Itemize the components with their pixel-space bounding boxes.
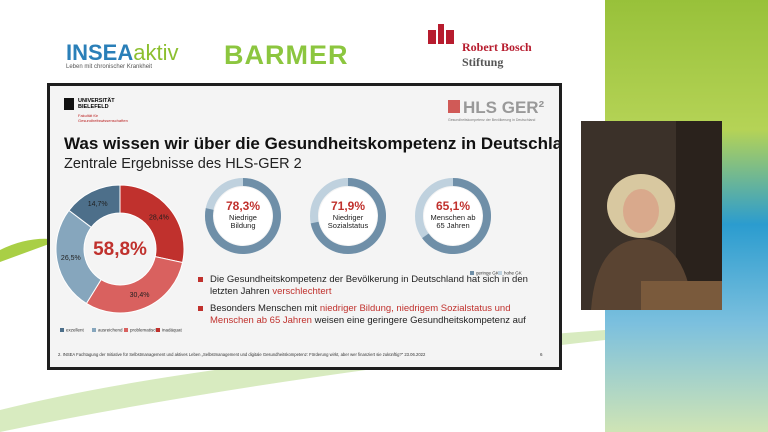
donut-segment bbox=[68, 184, 121, 228]
legend-label: geringe GK bbox=[476, 271, 499, 276]
insea-logo: INSEAaktiv bbox=[66, 40, 179, 66]
slide-title: Was wissen wir über die Gesundheitskompe… bbox=[64, 134, 562, 153]
hls-logo-text: HLS GER² bbox=[463, 98, 545, 117]
ring-label: Niedrige Bildung bbox=[229, 214, 257, 230]
ring-center bbox=[319, 187, 377, 245]
bullet: Besonders Menschen mit niedriger Bildung… bbox=[198, 303, 553, 327]
uni-icon bbox=[64, 98, 74, 110]
donut-value-label: 28,4% bbox=[149, 214, 169, 221]
insea-name: INSEA bbox=[66, 40, 134, 65]
donut-value-label: 30,4% bbox=[130, 292, 150, 299]
ring-label-box: Niedriger Sozialstatus bbox=[327, 214, 369, 230]
charts: 28,4% 30,4% 26,5% 14,7% 58,8% exzellent ausrei… bbox=[55, 178, 522, 333]
slide-subtitle: Zentrale Ergebnisse des HLS-GER 2 bbox=[64, 156, 302, 172]
insea-aktiv: aktiv bbox=[133, 40, 179, 65]
donut-segment bbox=[119, 184, 185, 264]
ring-value-label: 71,9% bbox=[331, 199, 365, 213]
bullet-marker bbox=[198, 277, 203, 282]
insea-tagline: Leben mit chronischer Krankheit bbox=[66, 64, 153, 70]
legend-swatch bbox=[124, 328, 128, 332]
bosch-line: Robert Bosch bbox=[462, 40, 532, 54]
donut-center-label: 58,8% bbox=[93, 239, 147, 260]
university: UNIVERSITÄT BIELEFELD bbox=[78, 98, 115, 110]
bullet-marker bbox=[198, 306, 203, 311]
donut-segment bbox=[85, 256, 184, 314]
legend-swatch bbox=[92, 328, 96, 332]
ring-label: Niedriger Sozialstatus bbox=[327, 214, 369, 230]
ring-value-label: 65,1% bbox=[436, 199, 470, 213]
barmer-logo: BARMER bbox=[224, 40, 349, 70]
bullet-text: verschlechtert bbox=[272, 286, 332, 297]
legend-swatch bbox=[60, 328, 64, 332]
donut-value-label: 26,5% bbox=[61, 255, 81, 262]
faculty: Fakultät für Gesundheitswissenschaften bbox=[78, 113, 128, 123]
legend-label: hohe GK bbox=[504, 271, 522, 276]
ring-value-label: 78,3% bbox=[226, 199, 260, 213]
slide: UNIVERSITÄT BIELEFELD Fakultät für Gesun… bbox=[47, 83, 562, 370]
legend-label: exzellent bbox=[66, 328, 85, 333]
speaker-video bbox=[581, 121, 722, 310]
ring-center bbox=[214, 187, 272, 245]
legend-label: inadäquat bbox=[162, 328, 183, 333]
bullet-text: weisen eine geringere Gesundheitskompete… bbox=[311, 315, 526, 326]
legend-swatch bbox=[498, 271, 502, 275]
hls-subtitle: Gesundheitskompetenz der Bevölkerung in … bbox=[448, 118, 536, 122]
page-number: 6 bbox=[540, 352, 543, 357]
legend-swatch bbox=[156, 328, 160, 332]
bullet-text: Die Gesundheitskompetenz der Bevölkerung… bbox=[210, 274, 528, 297]
bosch-line: Stiftung bbox=[462, 55, 504, 69]
donut-value-label: 14,7% bbox=[88, 201, 108, 208]
bullet: Die Gesundheitskompetenz der Bevölkerung… bbox=[198, 274, 553, 298]
ring-center bbox=[424, 187, 482, 245]
bullets: Die Gesundheitskompetenz der Bevölkerung… bbox=[198, 274, 553, 332]
bullet-text: Besonders Menschen mit bbox=[210, 303, 320, 314]
ring-label-box: Menschen ab 65 Jahren bbox=[430, 214, 476, 230]
bosch-logo: Robert Bosch Stiftung bbox=[462, 40, 532, 70]
legend-label: problematisch bbox=[130, 328, 159, 333]
footer: 2. INSEA Fachtagung der Initiative für S… bbox=[58, 352, 426, 357]
ring-label: Menschen ab 65 Jahren bbox=[430, 214, 476, 230]
bullet-text: niedriger Bildung, niedrigem Sozialstatu… bbox=[210, 303, 511, 326]
hls-logo: HLS GER² bbox=[448, 98, 544, 118]
legend-label: ausreichend bbox=[98, 328, 123, 333]
legend-swatch bbox=[470, 271, 474, 275]
bosch-icon bbox=[428, 24, 454, 44]
ring-label-box: Niedrige Bildung bbox=[229, 214, 257, 230]
